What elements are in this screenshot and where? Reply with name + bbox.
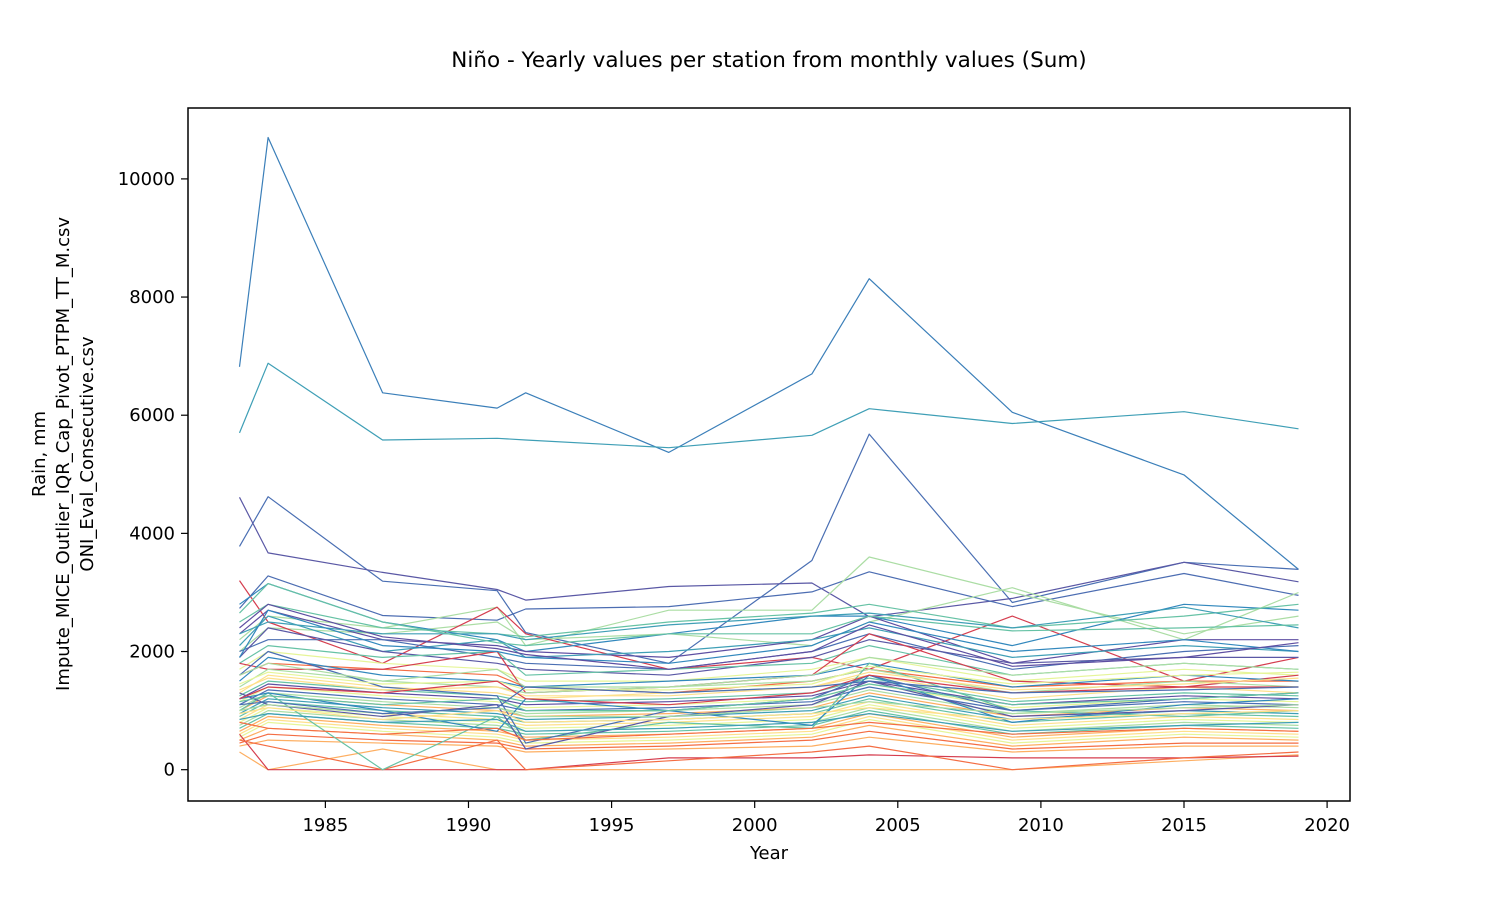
series-line-40	[239, 748, 1299, 771]
series-line-57	[239, 707, 1299, 724]
y-axis-label: Rain, mm Impute_MICE_Outlier_IQR_Cap_Piv…	[29, 217, 98, 691]
series-line-9	[239, 582, 1299, 653]
x-tick-label: 1985	[302, 815, 348, 836]
series-line-36	[239, 718, 1299, 744]
series-line-23	[239, 680, 1299, 706]
y-axis-label-line-2: Impute_MICE_Outlier_IQR_Cap_Pivot_PTPM_T…	[53, 217, 74, 691]
series-line-55	[239, 674, 1299, 706]
series-line-41	[239, 733, 1299, 771]
plot-frame	[187, 107, 1351, 802]
series-line-19	[239, 656, 1299, 688]
series-line-51	[239, 671, 1299, 697]
series-line-10	[239, 603, 1299, 638]
chart-title: Niño - Yearly values per station from mo…	[451, 48, 1086, 73]
series-line-5	[239, 571, 1299, 621]
y-tick-label: 10000	[118, 169, 175, 190]
series-line-25	[239, 686, 1299, 712]
series-line-35	[239, 715, 1299, 741]
x-tick-label: 1990	[446, 815, 492, 836]
series-line-38	[239, 730, 1299, 750]
series-line-31	[239, 704, 1299, 729]
series-line-58	[239, 701, 1299, 718]
x-tick-label: 2005	[875, 815, 921, 836]
x-axis-label: Year	[749, 843, 789, 864]
series-line-14	[239, 627, 1299, 676]
y-axis-label-line-3: ONI_Eval_Consecutive.csv	[77, 336, 98, 572]
x-tick-label: 2020	[1304, 815, 1350, 836]
y-tick-label: 2000	[129, 642, 175, 663]
series-line-56	[239, 721, 1299, 741]
series-line-42	[239, 739, 1299, 771]
y-axis: 0 2000 4000 6000 8000 10000	[118, 169, 188, 781]
series-line-50	[239, 665, 1299, 691]
y-axis-label-line-1: Rain, mm	[29, 411, 50, 497]
y-tick-label: 6000	[129, 405, 175, 426]
series-line-2	[238, 362, 1299, 449]
series-line-52	[239, 683, 1299, 712]
series-line-54	[239, 603, 1299, 670]
y-tick-label: 8000	[129, 287, 175, 308]
series-line-43	[239, 662, 1299, 771]
series-line-4	[238, 497, 1299, 618]
series-line-22	[239, 677, 1299, 703]
x-axis: 1985 1990 1995 2000 2005 2010 2015 2020	[302, 801, 1350, 836]
series-line-6	[239, 556, 1299, 647]
series-line-39	[239, 736, 1299, 753]
x-tick-label: 2015	[1161, 815, 1207, 836]
x-tick-label: 2010	[1018, 815, 1064, 836]
series-line-49	[239, 656, 1299, 688]
y-tick-label: 0	[164, 760, 175, 781]
series-line-59	[239, 680, 1299, 715]
series-line-48	[239, 582, 1299, 647]
y-tick-label: 4000	[129, 523, 175, 544]
x-tick-label: 1995	[589, 815, 635, 836]
x-tick-label: 2000	[732, 815, 778, 836]
series-line-1	[238, 136, 1299, 570]
series-line-47	[239, 606, 1299, 641]
series-line-60	[239, 712, 1299, 732]
series-line-53	[238, 609, 1299, 664]
series-layer	[238, 136, 1299, 771]
